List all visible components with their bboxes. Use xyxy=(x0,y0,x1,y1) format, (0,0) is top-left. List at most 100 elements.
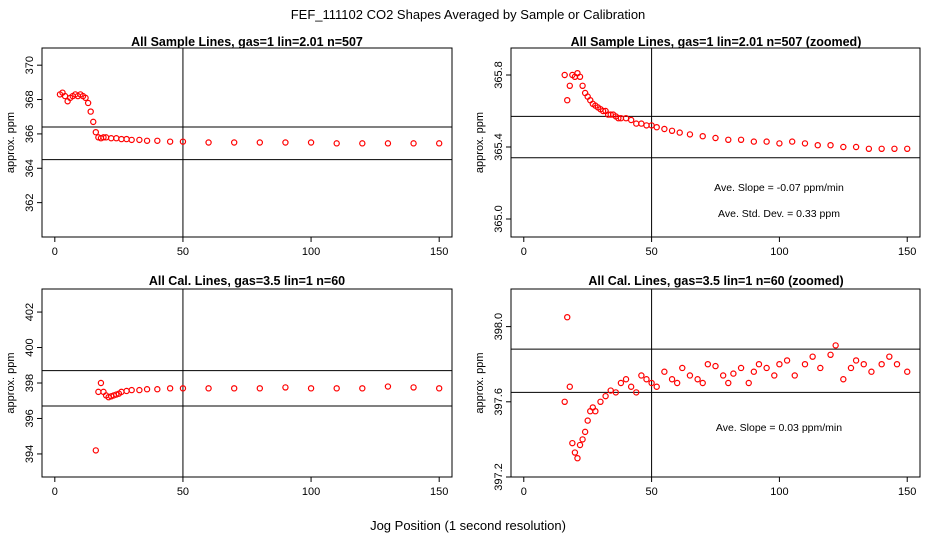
x-tick-label: 0 xyxy=(52,246,58,258)
data-point xyxy=(136,136,143,144)
data-point xyxy=(852,143,860,151)
data-point xyxy=(712,362,719,370)
data-point xyxy=(592,408,599,415)
y-tick-label: 398 xyxy=(24,374,36,392)
x-tick-label: 100 xyxy=(770,246,788,258)
x-tick-label: 50 xyxy=(177,486,189,498)
data-point xyxy=(763,138,770,145)
data-point xyxy=(384,383,392,390)
data-point xyxy=(622,376,630,383)
data-point xyxy=(136,386,143,394)
data-point xyxy=(435,140,443,147)
x-tick-label: 50 xyxy=(645,486,657,498)
data-point xyxy=(860,361,867,368)
data-point xyxy=(878,361,885,368)
data-point xyxy=(801,140,809,147)
data-point xyxy=(154,386,161,393)
data-point xyxy=(166,385,174,392)
data-point xyxy=(668,376,676,383)
data-point xyxy=(783,357,791,364)
data-point xyxy=(809,353,816,360)
plot-frame xyxy=(510,47,921,238)
x-tick-label: 150 xyxy=(430,246,448,258)
panel-title: All Cal. Lines, gas=3.5 lin=1 n=60 (zoom… xyxy=(588,274,843,288)
data-point xyxy=(891,145,898,152)
data-point xyxy=(576,441,584,449)
data-point xyxy=(668,127,676,134)
data-point xyxy=(615,114,622,122)
y-tick-label: 365.8 xyxy=(493,61,505,89)
plot-frame xyxy=(41,47,453,238)
data-point xyxy=(745,379,752,387)
x-tick-label: 50 xyxy=(645,246,657,258)
data-point xyxy=(90,118,97,126)
data-point xyxy=(750,368,758,375)
data-point xyxy=(333,140,340,147)
data-point xyxy=(564,314,571,321)
data-point xyxy=(571,449,579,456)
data-point xyxy=(791,372,798,379)
data-point xyxy=(633,389,640,396)
data-point xyxy=(205,385,212,392)
y-tick-label: 394 xyxy=(24,445,36,463)
data-point xyxy=(179,138,187,145)
data-point xyxy=(814,141,821,149)
data-point xyxy=(566,383,573,390)
data-point xyxy=(574,455,581,462)
data-point xyxy=(584,417,591,424)
data-point xyxy=(763,364,770,372)
data-point xyxy=(113,135,120,142)
data-point xyxy=(653,123,660,131)
panel-title: All Sample Lines, gas=1 lin=2.01 n=507 xyxy=(131,35,363,49)
data-point xyxy=(84,99,92,107)
data-point xyxy=(673,379,681,387)
data-point xyxy=(282,139,289,146)
data-point xyxy=(878,145,885,152)
data-point xyxy=(704,361,712,368)
data-point xyxy=(566,82,573,90)
y-tick-label: 366 xyxy=(24,125,36,143)
data-point xyxy=(886,353,893,360)
data-point xyxy=(97,379,105,387)
data-point xyxy=(633,120,640,127)
data-point xyxy=(776,361,783,368)
data-point xyxy=(776,140,783,147)
data-point xyxy=(564,96,571,104)
data-point xyxy=(788,138,796,145)
data-point xyxy=(579,436,586,443)
data-point xyxy=(118,135,125,143)
y-tick-label: 398.0 xyxy=(493,313,505,341)
data-point xyxy=(107,135,115,142)
x-tick-label: 150 xyxy=(898,486,916,498)
data-point xyxy=(92,447,100,454)
x-tick-label: 0 xyxy=(521,246,527,258)
data-point xyxy=(801,361,809,368)
data-point xyxy=(643,122,650,129)
data-point xyxy=(852,357,860,364)
data-point xyxy=(661,368,668,375)
data-point xyxy=(359,140,366,147)
y-axis-label: approx. ppm xyxy=(5,112,17,173)
x-tick-label: 0 xyxy=(52,486,58,498)
data-point xyxy=(307,385,315,392)
figure-title: FEF_111102 CO2 Shapes Averaged by Sample… xyxy=(291,7,646,22)
plot-frame xyxy=(510,288,921,478)
annotation-text: Ave. Std. Dev. = 0.33 ppm xyxy=(718,208,840,220)
data-point xyxy=(123,387,130,395)
y-tick-label: 402 xyxy=(24,303,36,321)
y-axis-label: approx. ppm xyxy=(474,352,486,413)
chart-panel-1: All Sample Lines, gas=1 lin=2.01 n=507 0 5… xyxy=(5,35,453,258)
data-point xyxy=(893,361,901,368)
annotation-text: Ave. Slope = 0.03 ppm/min xyxy=(716,422,842,434)
panel-title: All Cal. Lines, gas=3.5 lin=1 n=60 xyxy=(149,274,345,288)
data-point xyxy=(840,143,847,151)
data-point xyxy=(817,364,824,372)
data-point xyxy=(561,398,568,405)
data-point xyxy=(435,385,443,392)
data-point xyxy=(87,108,94,115)
x-tick-label: 0 xyxy=(521,486,527,498)
data-point xyxy=(699,379,706,387)
data-point xyxy=(82,94,89,102)
data-point xyxy=(737,364,745,372)
data-point xyxy=(827,141,834,149)
